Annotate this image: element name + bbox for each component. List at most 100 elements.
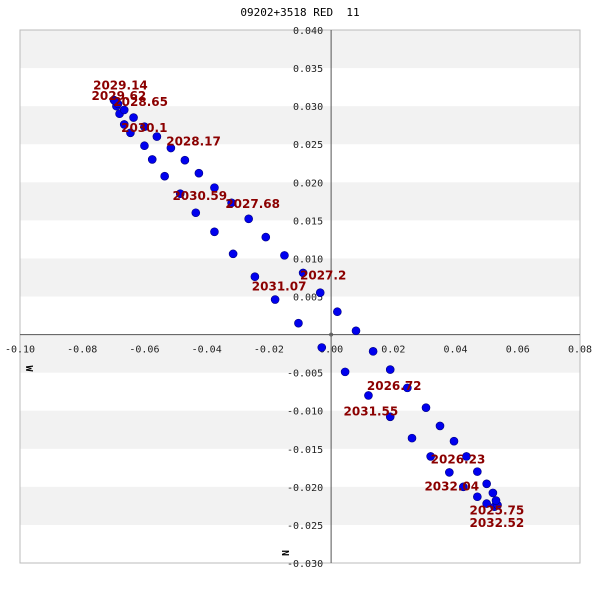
date-label: 2027.2 [300,269,346,283]
data-point [449,436,459,446]
x-tick-label: 0.06 [506,345,530,356]
plot-frame [19,29,581,564]
y-tick-label: -0.010 [287,407,323,418]
data-point [317,343,327,352]
date-label: 2029.14 [93,78,148,92]
data-point [462,452,471,461]
y-tick-label: 0.035 [293,64,323,75]
y-tick-label: 0.030 [293,102,323,113]
grid-band [20,30,580,69]
date-label: 2031.55 [344,404,399,418]
y-axis-letter: N [279,550,290,556]
data-point [191,208,201,218]
date-label: 2026.72 [367,379,422,393]
data-point [403,383,412,393]
y-tick-label: 0.025 [293,140,323,151]
data-point [160,171,169,181]
x-tick-label: 0.00 [319,345,343,356]
data-point [340,367,350,377]
data-point [385,365,395,374]
y-tick-label: 0.010 [293,254,323,265]
data-point [368,347,378,356]
x-tick-label: -0.08 [67,345,97,356]
data-point [488,488,498,498]
data-point [421,403,431,412]
y-tick-label: 0.015 [293,216,323,227]
y-tick-labels: 0.040 0.035 0.030 0.025 0.020 0.015 0.010 0.005… [287,26,323,570]
date-label: 2029.62 [92,89,147,103]
grid-band [20,334,580,373]
x-tick-label: -0.06 [129,345,159,356]
data-point [194,168,204,178]
data-point [333,307,342,317]
date-label: 2032.04 [424,480,479,494]
data-point [459,482,468,492]
origin-marker [329,332,334,337]
data-point [261,232,271,242]
data-point [364,391,373,400]
x-tick-label: -0.02 [254,345,284,356]
axes [20,30,580,563]
data-point [294,318,303,328]
data-point [445,468,454,477]
chart-title: 09202+3518 RED 11 [240,6,360,19]
data-points [109,95,502,511]
y-tick-label: -0.005 [287,369,323,380]
x-tick-labels: -0.10 -0.08 -0.06 -0.04 -0.02 0.00 0.02 0.04 0.0… [5,345,592,356]
date-label: 2031.07 [252,279,307,293]
data-point [250,272,260,282]
x-tick-label: 0.04 [444,345,468,356]
data-point [280,251,289,260]
data-point [351,326,361,336]
data-point [175,189,185,199]
date-label: 2032.52 [470,516,525,530]
y-tick-label: -0.030 [287,559,323,570]
x-tick-label: 0.02 [381,345,405,356]
data-point [407,433,417,443]
x-tick-label: 0.08 [568,345,592,356]
data-point [210,227,219,237]
data-point [227,198,236,208]
data-point [152,132,162,141]
y-tick-label: 0.040 [293,26,323,37]
date-label: 2030.1 [121,121,167,135]
data-point [473,467,482,476]
x-tick-label: -0.04 [192,345,222,356]
grid-band [20,410,580,449]
data-point [119,120,129,129]
data-point [119,105,129,115]
data-point [482,499,491,508]
grid-band [20,258,580,297]
date-label: 2025.75 [470,503,525,517]
data-point [126,128,135,138]
data-point [473,492,482,502]
data-point [315,288,325,297]
data-point [129,113,138,122]
y-tick-label: 0.020 [293,178,323,189]
y-tick-label: 0.005 [293,293,323,304]
data-point [140,122,149,132]
y-tick-label: -0.020 [287,483,323,494]
data-point [426,452,435,461]
grid-bands [20,30,580,525]
data-point [166,143,176,153]
data-point [482,479,491,489]
data-point [270,295,280,304]
data-point [110,96,120,106]
data-point [210,183,219,192]
grid-band [20,182,580,221]
data-point [491,496,501,505]
y-tick-label: -0.025 [287,521,323,532]
y-tick-label: -0.015 [287,445,323,456]
grid-band [20,106,580,145]
x-tick-label: -0.10 [5,345,35,356]
data-point [147,155,157,164]
x-axis-letter: W [23,366,34,373]
date-label: 2028.17 [166,135,221,149]
data-point [228,249,238,259]
data-point [298,268,308,278]
date-label: 2030.59 [172,189,227,203]
date-label: 2027.68 [225,197,280,211]
